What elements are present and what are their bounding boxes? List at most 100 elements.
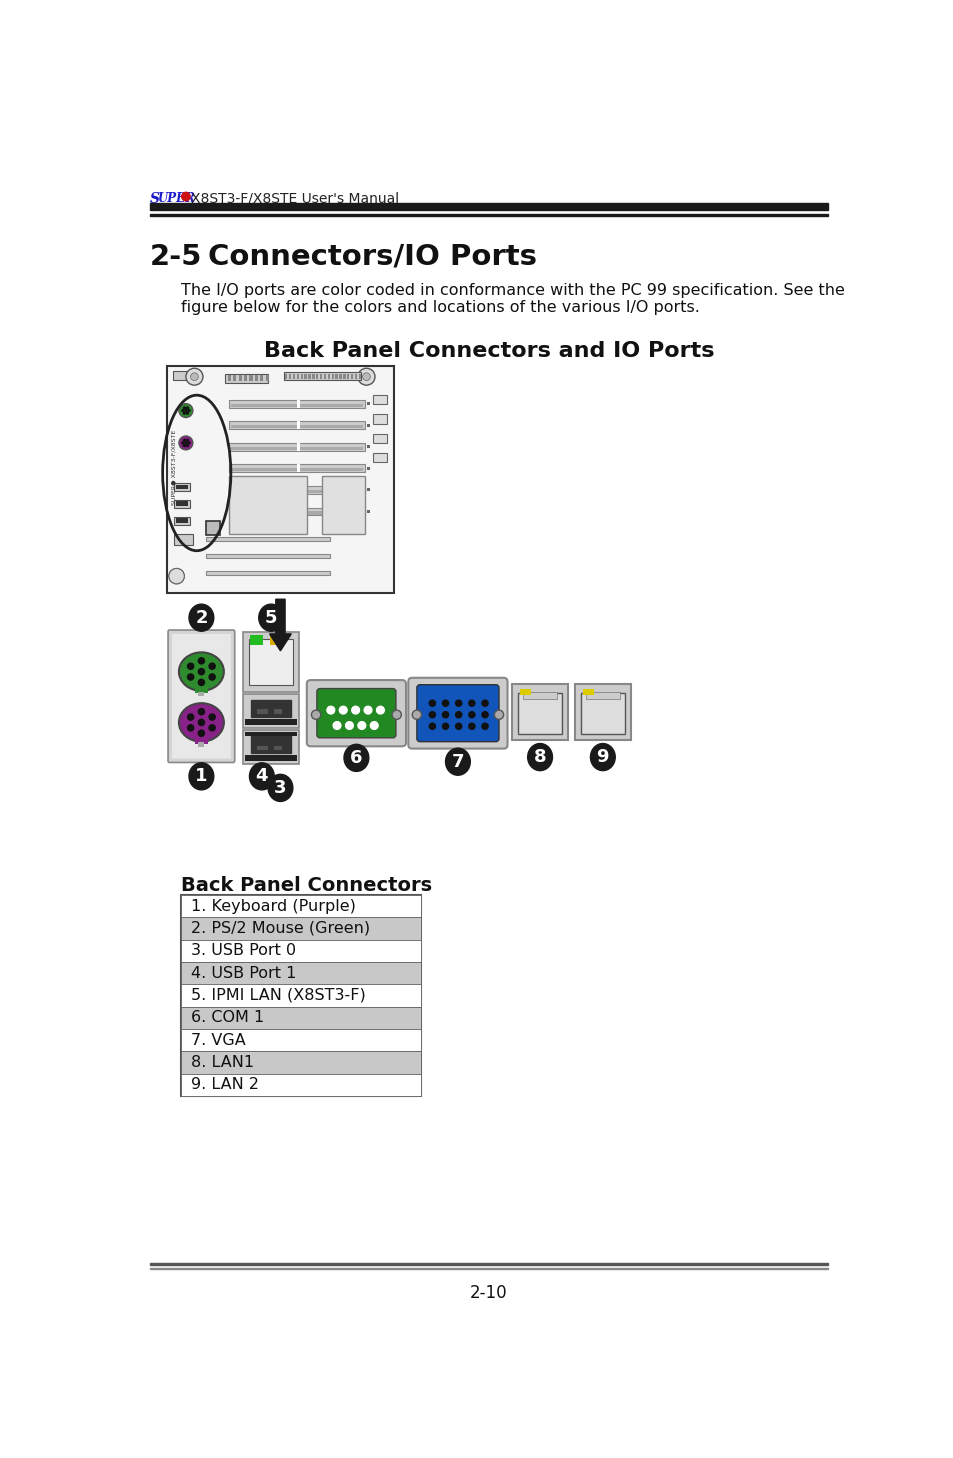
Bar <box>373 453 387 462</box>
Bar <box>251 700 291 717</box>
Bar <box>206 537 330 541</box>
Bar <box>296 375 298 379</box>
Circle shape <box>209 663 215 669</box>
Bar <box>229 443 365 451</box>
Circle shape <box>198 709 204 714</box>
Bar <box>198 691 204 697</box>
Bar <box>355 375 356 379</box>
Bar <box>206 570 330 576</box>
FancyBboxPatch shape <box>408 678 507 748</box>
Bar <box>229 486 365 494</box>
Bar <box>250 634 262 646</box>
Circle shape <box>188 674 193 679</box>
Bar <box>181 962 421 984</box>
Ellipse shape <box>249 763 274 790</box>
Circle shape <box>481 712 488 717</box>
Bar <box>335 375 337 379</box>
Bar <box>312 375 314 379</box>
Circle shape <box>187 439 188 442</box>
Text: 1. Keyboard (Purple): 1. Keyboard (Purple) <box>191 898 355 914</box>
Bar <box>293 375 294 379</box>
Circle shape <box>429 723 435 729</box>
Bar <box>254 375 257 382</box>
Circle shape <box>392 710 401 719</box>
Text: 2: 2 <box>195 608 208 627</box>
Bar <box>358 375 360 379</box>
Bar <box>257 745 268 751</box>
Bar <box>175 519 188 523</box>
Bar <box>181 984 421 1006</box>
Bar <box>181 1006 421 1029</box>
Bar <box>585 691 619 700</box>
Circle shape <box>198 730 204 736</box>
Bar <box>367 402 370 405</box>
Circle shape <box>182 410 184 411</box>
Bar <box>328 375 330 379</box>
Text: 8. LAN1: 8. LAN1 <box>191 1056 253 1070</box>
Bar <box>251 736 291 754</box>
Bar <box>231 512 363 515</box>
Circle shape <box>169 569 184 583</box>
Bar <box>245 755 297 761</box>
Bar <box>231 404 363 407</box>
Bar <box>249 639 293 685</box>
Circle shape <box>198 719 204 726</box>
Circle shape <box>188 442 190 443</box>
Circle shape <box>191 373 198 381</box>
Bar <box>367 467 370 469</box>
Bar <box>522 691 557 700</box>
Circle shape <box>429 700 435 706</box>
Bar <box>351 375 353 379</box>
Text: Connectors/IO Ports: Connectors/IO Ports <box>208 242 537 271</box>
Circle shape <box>179 404 193 417</box>
Bar <box>373 414 387 424</box>
Ellipse shape <box>445 748 470 776</box>
Circle shape <box>468 712 475 717</box>
Circle shape <box>183 413 185 414</box>
Circle shape <box>179 436 193 451</box>
Circle shape <box>187 445 188 446</box>
Bar <box>198 742 204 746</box>
Bar <box>308 375 311 379</box>
Text: 9: 9 <box>596 748 608 765</box>
Bar <box>519 688 530 695</box>
Bar <box>229 399 365 407</box>
Ellipse shape <box>189 763 213 790</box>
Bar <box>297 421 299 429</box>
Bar <box>206 554 330 558</box>
Circle shape <box>187 413 188 414</box>
Circle shape <box>188 714 193 720</box>
Text: 3: 3 <box>274 779 287 798</box>
Circle shape <box>181 192 190 201</box>
Text: figure below for the colors and locations of the various I/O ports.: figure below for the colors and location… <box>181 300 700 315</box>
Bar <box>332 375 334 379</box>
Bar <box>243 631 298 691</box>
Bar <box>367 424 370 427</box>
Ellipse shape <box>268 774 293 802</box>
Circle shape <box>333 722 340 729</box>
Bar <box>245 719 297 725</box>
Bar <box>231 426 363 429</box>
Bar <box>181 1051 421 1073</box>
Circle shape <box>186 369 203 385</box>
Bar <box>343 375 345 379</box>
Circle shape <box>442 723 448 729</box>
Bar <box>181 895 421 917</box>
Bar <box>173 370 189 379</box>
Circle shape <box>187 407 188 408</box>
Text: 6: 6 <box>350 749 362 767</box>
Bar <box>339 375 341 379</box>
Text: The I/O ports are color coded in conformance with the PC 99 specification. See t: The I/O ports are color coded in conform… <box>181 283 844 297</box>
Text: 9. LAN 2: 9. LAN 2 <box>191 1077 258 1092</box>
Bar <box>238 375 241 382</box>
Bar <box>174 483 190 491</box>
Circle shape <box>481 700 488 706</box>
Bar <box>270 634 282 646</box>
Circle shape <box>481 723 488 729</box>
Circle shape <box>370 722 377 729</box>
Text: 2. PS/2 Mouse (Green): 2. PS/2 Mouse (Green) <box>191 921 369 936</box>
Circle shape <box>185 410 187 411</box>
Bar <box>181 917 421 939</box>
Bar <box>512 684 567 741</box>
Bar <box>315 375 318 379</box>
